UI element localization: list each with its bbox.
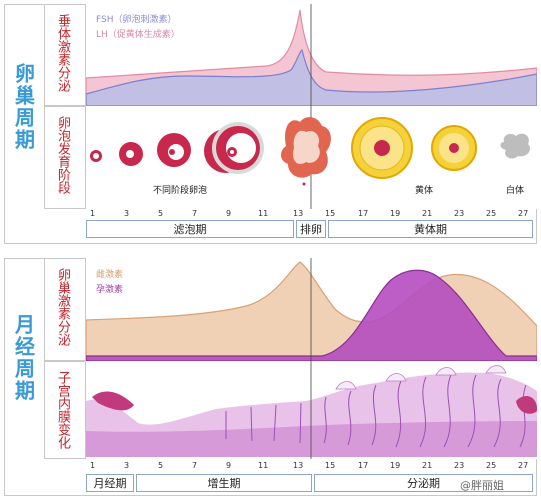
menstrual-day-ticks: 1 3 5 7 9 11 13 15 17 19 21 23 25 27: [86, 461, 537, 473]
progesterone-curve: [86, 269, 537, 361]
phase-ovulation: 排卵: [296, 220, 326, 238]
menstrual-section-title: 月经周期: [11, 314, 36, 402]
tick: 15: [325, 461, 336, 470]
tick: 7: [192, 209, 198, 218]
fsh-legend: FSH（卵泡刺激素）: [96, 15, 177, 25]
follicle-stage-2: [119, 142, 143, 166]
tick: 1: [90, 209, 96, 218]
tick: 21: [422, 461, 433, 470]
phase-follicular: 滤泡期: [86, 220, 294, 238]
corpus-luteum-large: [351, 117, 413, 179]
follicle-stage-1: [90, 150, 102, 162]
tick: 15: [325, 209, 336, 218]
ovarian-row2-label-cell: [44, 106, 86, 209]
corpus-albicans-caption: 白体: [506, 186, 525, 196]
graafian-follicle: [212, 122, 264, 174]
tick: 19: [390, 461, 401, 470]
estrogen-legend: 雌激素: [96, 270, 124, 280]
ovarian-day-ticks: 1 3 5 7 9 11 13 15 17 19 21 23 25 27: [86, 209, 537, 221]
menstrual-row1-label-cell: [44, 258, 86, 361]
phase-menstrual: 月经期: [86, 474, 134, 492]
tick: 7: [192, 461, 198, 470]
follicle-development-row: [86, 106, 537, 209]
tick: 21: [422, 209, 433, 218]
tick: 23: [454, 461, 465, 470]
follicles-caption: 不同阶段卵泡: [153, 186, 208, 196]
ruptured-follicle: [281, 117, 331, 186]
corpus-albicans: [500, 133, 531, 159]
tick: 19: [390, 209, 401, 218]
tick: 5: [158, 461, 164, 470]
ovarian-row1-label-cell: [44, 4, 86, 106]
tick: 3: [124, 209, 130, 218]
follicle-stage-label: 卵泡发育阶段: [55, 116, 70, 194]
tick: 17: [358, 461, 369, 470]
tick: 13: [293, 461, 304, 470]
tick: 11: [258, 461, 269, 470]
endometrium-label: 子宫内膜变化: [55, 371, 70, 449]
tick: 23: [454, 209, 465, 218]
pituitary-hormone-label: 垂体激素分泌: [55, 14, 70, 92]
endometrium-illustration: [86, 361, 537, 459]
ovarian-hormone-chart: [86, 258, 537, 361]
tick: 27: [518, 461, 529, 470]
phase-luteal: 黄体期: [328, 220, 533, 238]
tick: 11: [258, 209, 269, 218]
phase-secretory: 分泌期: [314, 474, 533, 492]
fsh-curve: [86, 49, 537, 106]
tick: 25: [486, 461, 497, 470]
tick: 1: [90, 461, 96, 470]
tick: 9: [226, 209, 232, 218]
tick: 13: [293, 209, 304, 218]
phase-proliferative: 增生期: [136, 474, 312, 492]
tick: 17: [358, 209, 369, 218]
pituitary-hormone-chart: [86, 4, 537, 106]
progesterone-legend: 孕激素: [96, 285, 124, 295]
tick: 27: [518, 209, 529, 218]
corpus-luteum-medium: [431, 125, 477, 171]
watermark: @胖丽姐: [460, 479, 504, 492]
tick: 25: [486, 209, 497, 218]
tick: 5: [158, 209, 164, 218]
tick: 3: [124, 461, 130, 470]
tick: 9: [226, 461, 232, 470]
ovarian-section-title: 卵巢周期: [11, 62, 36, 151]
lh-legend: LH（促黄体生成素）: [96, 30, 180, 40]
follicle-stage-3: [157, 133, 191, 167]
menstrual-row2-label-cell: [44, 361, 86, 459]
corpus-luteum-caption: 黄体: [415, 186, 434, 196]
ovarian-hormone-label: 卵巢激素分泌: [55, 268, 70, 346]
